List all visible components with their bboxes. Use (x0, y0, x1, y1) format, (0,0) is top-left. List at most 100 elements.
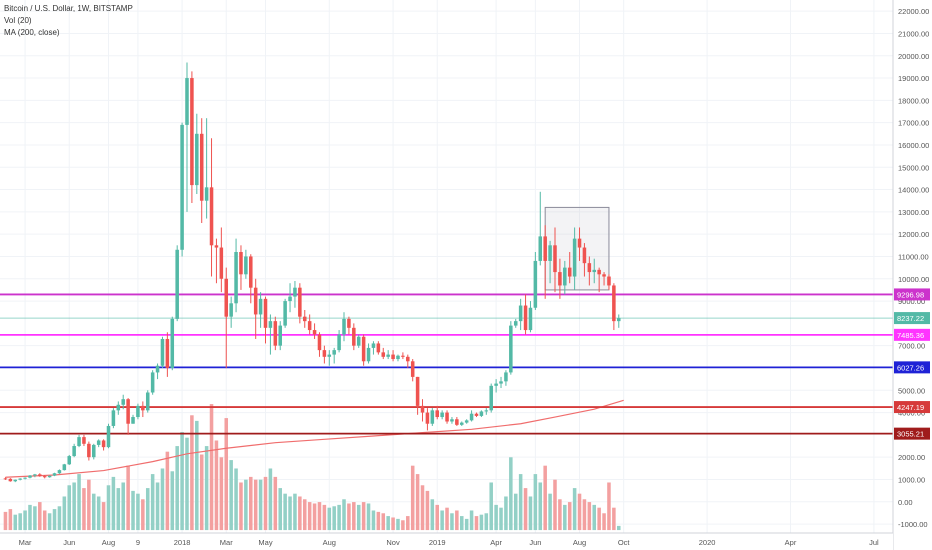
price-axis[interactable]: 22000.00 21000.00 20000.00 19000.00 18000.00… (892, 0, 932, 550)
candle-body (312, 330, 317, 335)
volume-bar (410, 465, 415, 531)
level-tag (894, 361, 930, 374)
candle-body (543, 236, 547, 261)
candle-body (322, 350, 327, 357)
volume-bar (131, 490, 135, 531)
volume-bar (518, 474, 523, 531)
candle-body (57, 470, 62, 474)
volume-bar (92, 493, 96, 531)
volume-bar (332, 506, 336, 531)
volume-bar (96, 496, 101, 531)
candle-body (504, 372, 508, 382)
volume-bar (435, 504, 439, 531)
volume-bar (258, 479, 263, 531)
candle-body (410, 361, 415, 377)
candle-body (371, 343, 376, 348)
volume-bar (302, 499, 307, 531)
candle-body (288, 296, 292, 302)
time-tick-label: Aug (573, 538, 586, 547)
candle-body (87, 443, 91, 458)
candle-body (126, 399, 130, 424)
price-tick-label: 11000.00 (898, 252, 929, 261)
candle-body (553, 245, 557, 273)
volume-bar (430, 499, 435, 531)
candle-body (396, 355, 400, 360)
time-tick-label: 9 (136, 538, 140, 547)
volume-bar (47, 513, 52, 531)
candle-body (445, 412, 449, 422)
candle-body (52, 473, 57, 476)
price-axis-bg (893, 0, 932, 550)
candle-body (563, 267, 567, 286)
volume-bar (538, 482, 543, 531)
candle-body (180, 124, 184, 250)
volume-indicator-label[interactable]: Vol (20) (4, 16, 32, 25)
candle-body (165, 338, 170, 368)
volume-bar (523, 488, 528, 531)
candle-body (273, 321, 278, 346)
price-tick-label: 13000.00 (898, 208, 929, 217)
candle-body (582, 247, 587, 264)
volume-bar (72, 482, 76, 531)
volume-bar (366, 503, 371, 531)
candle-body (62, 464, 67, 471)
ma-indicator-label[interactable]: MA (200, close) (4, 28, 60, 37)
symbol-title[interactable]: Bitcoin / U.S. Dollar, 1W, BITSTAMP (4, 4, 133, 13)
volume-bar (489, 482, 493, 531)
time-axis[interactable]: Mar Jun Aug 9 2018 Mar May Aug Nov 2019 Apr Jun Aug O… (0, 532, 893, 550)
candle-body (47, 475, 52, 478)
candle-body (317, 334, 322, 351)
candle-body (13, 479, 18, 482)
time-tick-label: Jun (63, 538, 75, 547)
volume-bar (145, 488, 150, 531)
price-tick-label: 21000.00 (898, 29, 929, 38)
volume-bar (356, 504, 361, 531)
price-tick-label: 4000.00 (898, 409, 925, 418)
price-tick-label: 19000.00 (898, 74, 929, 83)
candle-body (18, 478, 22, 480)
time-tick-label: Mar (220, 538, 233, 547)
volume-bar (28, 504, 32, 531)
volume-bar (420, 485, 425, 531)
price-tick-label: 14000.00 (898, 186, 929, 195)
level-price-label: 4247.19 (897, 403, 924, 412)
volume-bar (239, 482, 243, 531)
time-tick-label: 2020 (699, 538, 716, 547)
volume-bar (406, 516, 410, 531)
candle-body (366, 347, 371, 362)
volume-bar (317, 502, 322, 531)
time-tick-label: Aug (102, 538, 115, 547)
volume-bar (371, 510, 376, 531)
volume-bars (3, 404, 621, 531)
candle-body (617, 318, 621, 322)
candle-body (332, 350, 336, 355)
volume-bar (126, 465, 130, 531)
price-tick-label: 18000.00 (898, 96, 929, 105)
volume-bar (234, 468, 238, 531)
candle-body (244, 256, 248, 275)
volume-bar (307, 502, 312, 531)
level-tag (894, 288, 930, 301)
moving-average-line (5, 399, 624, 478)
candle-body (67, 456, 72, 465)
level-price-labels: 9296.98 8237.22 7485.36 6027.26 4247.19 3055.… (894, 288, 930, 440)
volume-bar (612, 507, 616, 531)
volume-bar (150, 474, 155, 531)
volume-bar (298, 496, 302, 531)
volume-bar (361, 502, 366, 531)
candle-body (263, 298, 268, 328)
level-tag (894, 427, 930, 440)
volume-bar (229, 460, 233, 531)
price-tick-label: 20000.00 (898, 52, 929, 61)
candle-body (219, 247, 224, 279)
candle-body (307, 321, 312, 331)
candle-body (327, 354, 332, 357)
candle-body (558, 272, 562, 286)
volume-bar (249, 476, 253, 531)
volume-bar (62, 496, 67, 531)
volume-bar (82, 488, 86, 531)
candle-body (342, 318, 346, 335)
time-tick-label: Aug (323, 538, 336, 547)
volume-bar (327, 507, 332, 531)
